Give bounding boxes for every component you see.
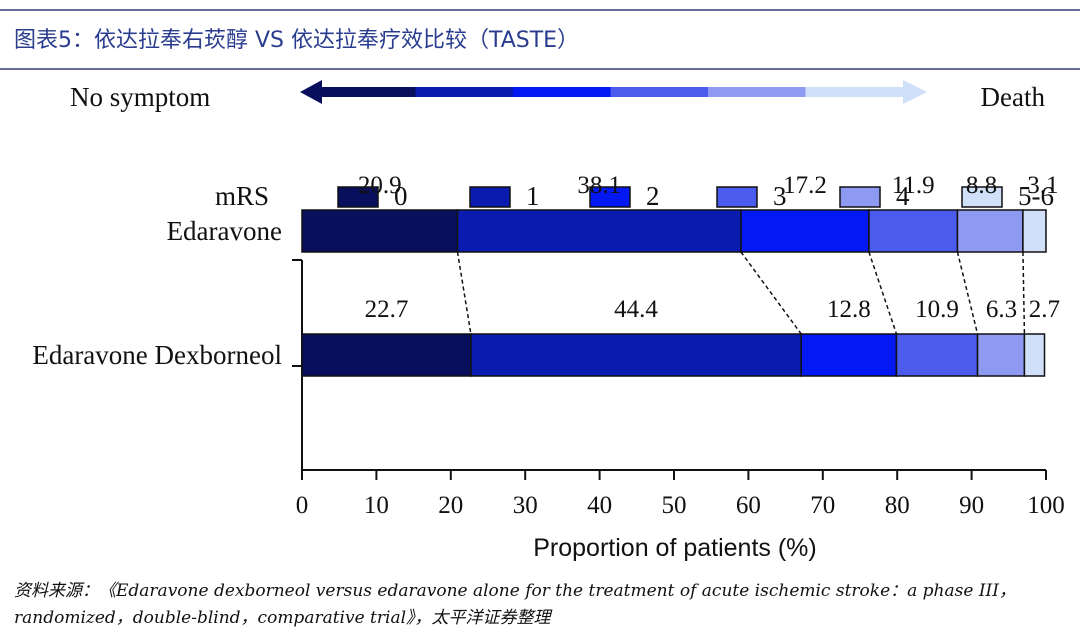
x-tick-label: 20 <box>438 492 463 519</box>
bar-segment <box>740 209 870 253</box>
category-label: Edaravone Dexborneol <box>32 340 282 370</box>
x-tick-label: 50 <box>662 492 687 519</box>
bar-segment <box>956 209 1024 253</box>
connector-line <box>456 251 472 335</box>
x-tick-label: 80 <box>885 492 910 519</box>
data-label: 22.7 <box>365 296 409 323</box>
stacked-bar-chart: No symptom Death mRS 0 1 2 3 4 5-6 0 10 20 30 40 5… <box>32 80 1065 562</box>
x-tick-label: 0 <box>296 492 309 519</box>
legend: 0 1 2 3 4 5-6 <box>337 181 1054 211</box>
scale-right-label: Death <box>981 82 1046 112</box>
connector-line <box>868 251 898 335</box>
axes: 0 10 20 30 40 50 60 70 80 90 100 <box>292 259 1065 519</box>
arrow-segment <box>318 87 417 97</box>
legend-label: 4 <box>896 181 910 211</box>
arrow-segment <box>708 87 807 97</box>
connector-line <box>956 251 979 335</box>
bar-segment <box>895 333 979 377</box>
data-label: 6.3 <box>986 296 1017 323</box>
arrow-segment <box>610 87 709 97</box>
x-tick-label: 70 <box>810 492 835 519</box>
legend-swatch <box>589 186 631 208</box>
data-label: 8.8 <box>966 172 997 199</box>
data-label: 10.9 <box>915 296 959 323</box>
bar-segment <box>868 209 959 253</box>
legend-title: mRS <box>215 181 269 211</box>
connector-lines <box>456 251 1026 335</box>
bar-segment <box>976 333 1026 377</box>
data-label: 3.1 <box>1027 172 1058 199</box>
data-label: 11.9 <box>892 172 935 199</box>
bar-segment <box>301 333 472 377</box>
bar-segment <box>301 209 459 253</box>
arrow-head-left <box>300 80 322 104</box>
data-label: 38.1 <box>577 172 621 199</box>
arrow-head-right <box>903 80 927 104</box>
data-label: 17.2 <box>783 172 827 199</box>
bar-segment <box>1023 333 1046 377</box>
legend-swatch <box>716 186 758 208</box>
header-top-rule <box>0 9 1080 11</box>
value-labels: Edaravone 20.9 38.1 17.2 11.9 8.8 3.1 Edaravone… <box>32 172 1060 370</box>
x-tick-label: 10 <box>364 492 389 519</box>
arrow-segment <box>513 87 612 97</box>
legend-label: 3 <box>773 181 787 211</box>
source-line-1: 资料来源：《Edaravone dexborneol versus edarav… <box>14 581 1016 601</box>
data-label: 12.8 <box>827 296 871 323</box>
x-tick-label: 100 <box>1027 492 1065 519</box>
data-label: 20.9 <box>358 172 402 199</box>
legend-swatch <box>839 186 881 208</box>
bar-segment <box>456 209 742 253</box>
x-tick-label: 40 <box>587 492 612 519</box>
legend-label: 1 <box>526 181 540 211</box>
x-tick-label: 60 <box>736 492 761 519</box>
connector-line <box>740 251 802 335</box>
x-tick-label: 90 <box>959 492 984 519</box>
category-label: Edaravone <box>167 216 282 246</box>
bar-segment <box>800 333 898 377</box>
source-line-2: randomized，double-blind，comparative tria… <box>14 608 551 628</box>
legend-swatch <box>961 186 1003 208</box>
header-bottom-rule <box>0 68 1080 70</box>
bar-segment <box>470 333 802 377</box>
legend-label: 2 <box>646 181 660 211</box>
figure-title: 图表5：依达拉奉右莰醇 VS 依达拉奉疗效比较（TASTE） <box>14 28 580 53</box>
severity-scale-arrow <box>300 80 927 104</box>
legend-swatch <box>469 186 511 208</box>
data-label: 2.7 <box>1029 296 1060 323</box>
arrow-segment <box>805 87 904 97</box>
data-label: 44.4 <box>614 296 658 323</box>
legend-label: 0 <box>394 181 408 211</box>
scale-left-label: No symptom <box>70 82 210 112</box>
arrow-segment <box>415 87 514 97</box>
x-tick-label: 30 <box>513 492 538 519</box>
legend-label: 5-6 <box>1018 181 1054 211</box>
bars <box>301 209 1047 377</box>
bar-segment <box>1022 209 1047 253</box>
legend-swatch <box>337 186 379 208</box>
connector-line <box>1022 251 1026 335</box>
x-axis-label: Proportion of patients (%) <box>533 534 816 562</box>
